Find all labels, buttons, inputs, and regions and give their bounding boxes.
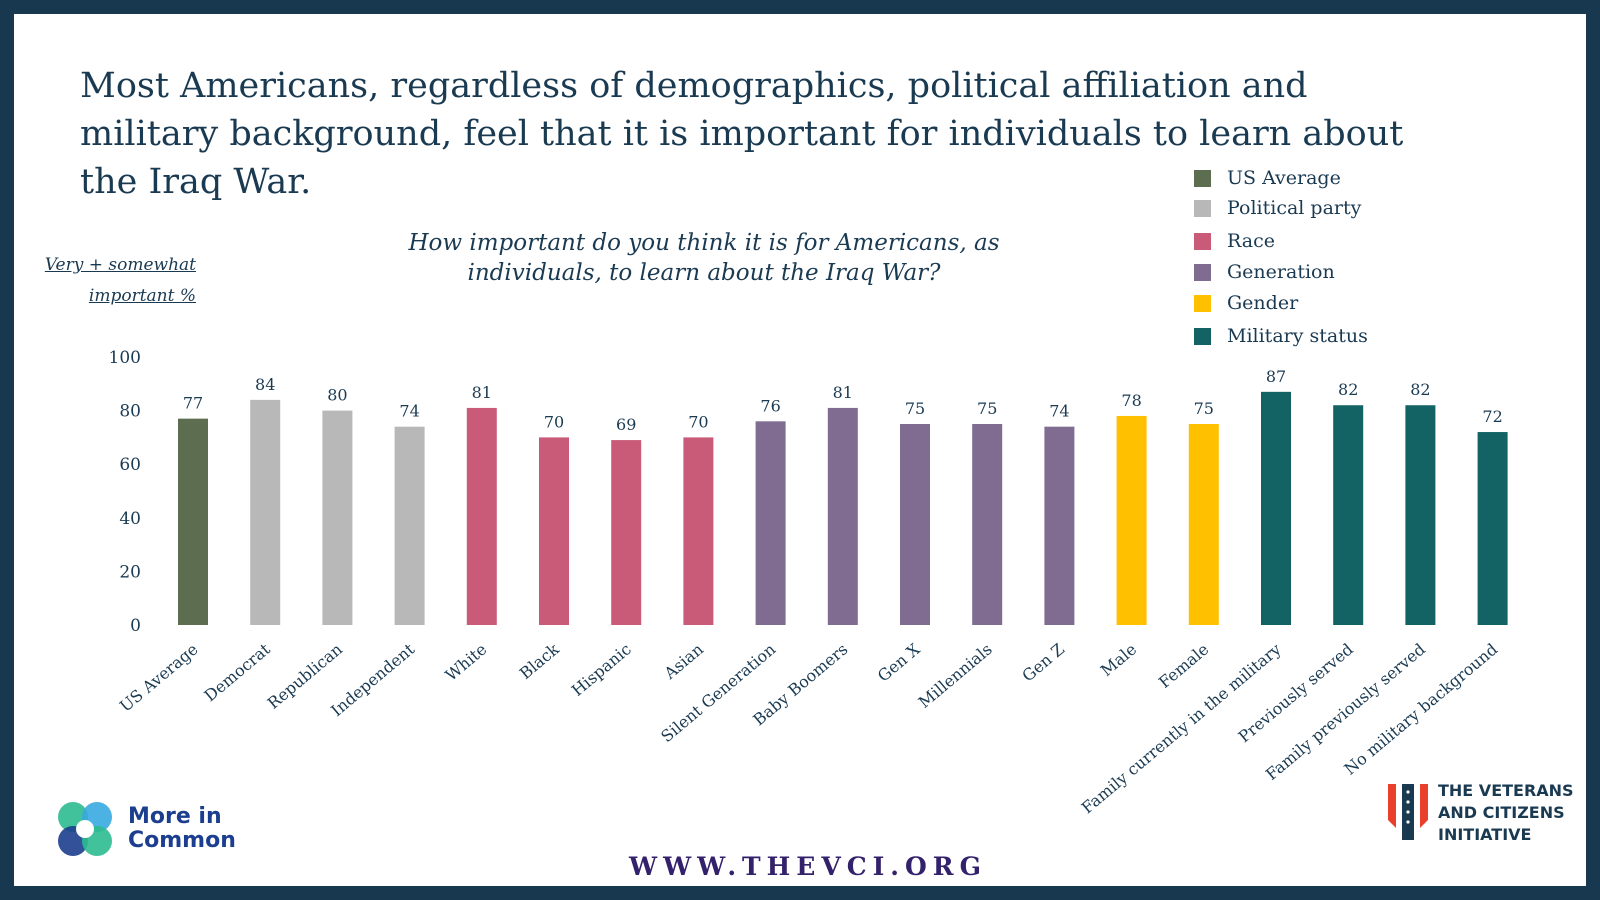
data-label: 72 xyxy=(1482,407,1502,426)
bar xyxy=(827,407,858,625)
data-label: 76 xyxy=(760,396,780,415)
legend-label: Generation xyxy=(1227,261,1335,283)
bar xyxy=(611,440,642,625)
data-label: 82 xyxy=(1338,380,1358,399)
y-tick-label: 20 xyxy=(119,562,141,582)
data-label: 74 xyxy=(399,402,419,421)
data-label: 80 xyxy=(327,386,347,405)
data-label: 69 xyxy=(616,415,636,434)
bar xyxy=(1116,415,1147,625)
data-label: 81 xyxy=(833,383,853,402)
x-tick-label: Female xyxy=(1155,640,1212,692)
x-tick-label: Asian xyxy=(660,640,707,684)
vci-line1: THE VETERANS xyxy=(1438,781,1574,800)
y-tick-label: 0 xyxy=(130,616,141,636)
data-label: 87 xyxy=(1266,367,1286,386)
bar xyxy=(900,424,930,625)
y-tick-label: 100 xyxy=(109,348,141,368)
bar xyxy=(755,421,786,625)
chart-question: How important do you think it is for Ame… xyxy=(408,230,1000,286)
x-tick-label: Democrat xyxy=(201,639,275,705)
legend-label: Race xyxy=(1227,230,1275,252)
data-label: 75 xyxy=(1194,399,1214,418)
bar xyxy=(1044,426,1075,625)
legend-swatch xyxy=(1194,294,1211,312)
data-label: 70 xyxy=(688,412,708,431)
y-tick-label: 60 xyxy=(119,455,141,475)
bar xyxy=(322,410,353,625)
bar xyxy=(1333,405,1364,625)
y-axis-label-line2: important % xyxy=(88,286,196,306)
legend-item: Race xyxy=(1194,227,1275,255)
bar xyxy=(972,424,1003,625)
legend-item: US Average xyxy=(1194,164,1341,192)
more-in-common-line2: Common xyxy=(128,828,236,853)
legend-item: Political party xyxy=(1194,194,1361,222)
legend-item: Gender xyxy=(1194,289,1298,317)
more-in-common-logo: More in Common xyxy=(54,798,236,860)
legend-label: Military status xyxy=(1227,325,1368,347)
slide-frame: Most Americans, regardless of demographi… xyxy=(14,14,1586,886)
legend-label: Gender xyxy=(1227,292,1299,314)
x-tick-label: Male xyxy=(1097,640,1140,681)
y-tick-label: 80 xyxy=(119,402,141,422)
legend-item: Military status xyxy=(1194,322,1368,350)
data-label: 75 xyxy=(977,399,997,418)
legend-swatch xyxy=(1194,232,1211,250)
x-tick-label: White xyxy=(442,640,491,685)
y-axis-label-line1: Very + somewhat xyxy=(44,255,196,275)
more-in-common-line1: More in xyxy=(128,804,222,829)
legend-swatch xyxy=(1194,263,1211,281)
data-label: 81 xyxy=(472,383,492,402)
x-tick-label: Millennials xyxy=(915,640,996,712)
vci-logo: THE VETERANS AND CITIZENS INITIATIVE xyxy=(1386,780,1574,846)
more-in-common-wordmark: More in Common xyxy=(128,805,236,853)
bar xyxy=(250,399,281,625)
vci-line3: INITIATIVE xyxy=(1438,825,1532,844)
bar xyxy=(178,418,208,625)
legend-swatch xyxy=(1194,169,1211,187)
page-title: Most Americans, regardless of demographi… xyxy=(80,66,1404,202)
data-label: 84 xyxy=(255,375,275,394)
data-label: 77 xyxy=(183,394,203,413)
bar xyxy=(539,437,569,625)
bar xyxy=(1261,391,1291,625)
more-in-common-icon xyxy=(54,798,116,860)
x-tick-label: Gen X xyxy=(874,639,924,685)
y-tick-label: 40 xyxy=(119,509,141,529)
data-label: 70 xyxy=(544,412,564,431)
bar xyxy=(394,426,425,625)
bar xyxy=(1405,405,1436,625)
bar xyxy=(683,437,714,625)
x-tick-label: Hispanic xyxy=(568,639,635,700)
data-label: 82 xyxy=(1410,380,1430,399)
data-label: 74 xyxy=(1049,402,1069,421)
vci-wordmark: THE VETERANS AND CITIZENS INITIATIVE xyxy=(1438,780,1574,846)
legend-swatch xyxy=(1194,327,1211,345)
bar xyxy=(1188,424,1219,625)
website-url[interactable]: WWW.THEVCI.ORG xyxy=(629,852,987,881)
vci-line2: AND CITIZENS xyxy=(1438,803,1565,822)
legend-label: US Average xyxy=(1227,167,1341,189)
bar xyxy=(1477,432,1508,625)
x-tick-label: Gen Z xyxy=(1018,640,1068,686)
data-label: 75 xyxy=(905,399,925,418)
x-tick-label: Black xyxy=(516,639,563,683)
bar xyxy=(466,407,497,625)
legend-swatch xyxy=(1194,199,1211,217)
vci-flag-icon xyxy=(1388,784,1428,840)
legend-label: Political party xyxy=(1227,197,1362,219)
x-tick-label: US Average xyxy=(116,640,202,716)
legend-item: Generation xyxy=(1194,258,1335,286)
data-label: 78 xyxy=(1121,391,1141,410)
y-axis-label: Very + somewhat important % xyxy=(36,250,196,312)
